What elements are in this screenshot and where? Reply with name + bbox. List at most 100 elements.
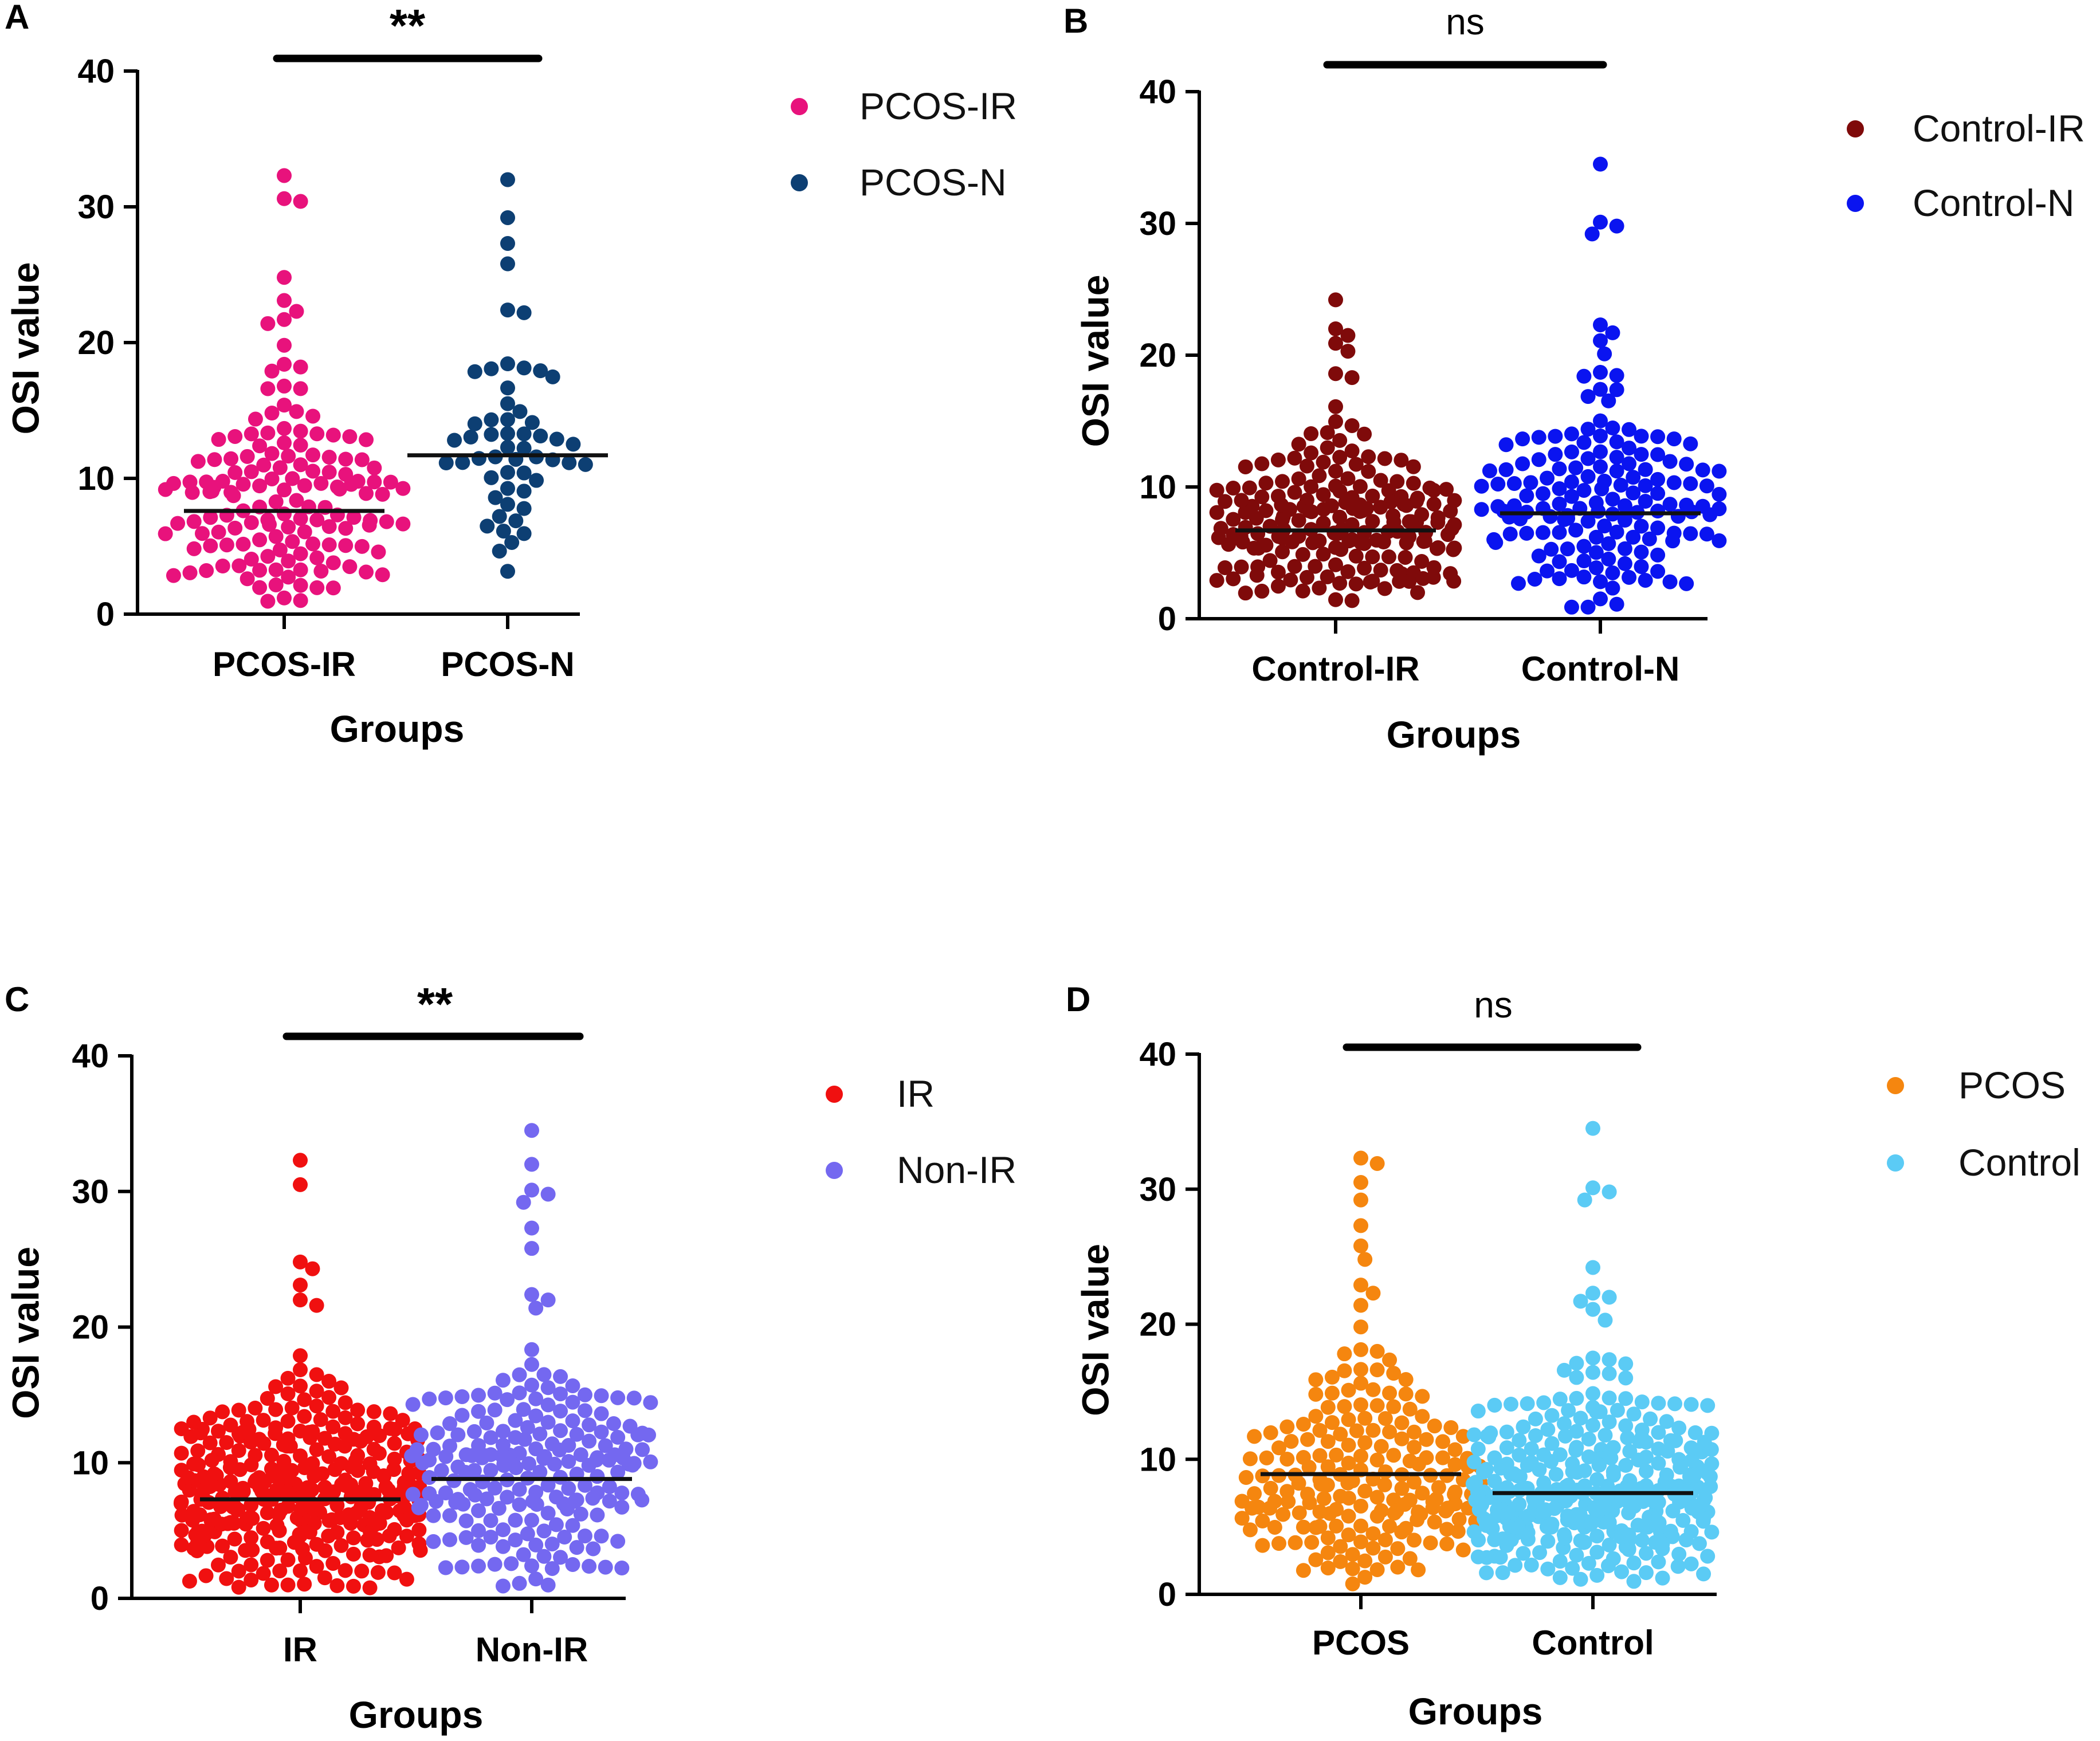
data-point [1585,1180,1600,1195]
data-point [442,1532,457,1547]
data-point [1365,1286,1380,1300]
data-point [1427,497,1442,512]
data-point [468,416,482,431]
data-point [326,580,341,595]
data-point [1585,1260,1600,1275]
data-point [484,1463,498,1477]
data-point [322,537,337,552]
data-point [1467,1427,1482,1442]
data-point [1259,1451,1274,1465]
x-axis-title: Groups [1408,1690,1543,1732]
data-point [1239,1470,1254,1485]
data-point [309,580,324,595]
legend-label: PCOS [1958,1064,2066,1106]
data-point [305,463,320,478]
data-point [517,466,532,481]
data-point [355,452,370,467]
data-point [614,1561,629,1575]
data-point [1481,1429,1496,1444]
data-point [1292,437,1306,451]
data-point [541,1415,556,1430]
data-point [277,506,292,521]
data-point [1627,1555,1642,1570]
data-point [1210,483,1224,498]
data-point [1471,1404,1486,1418]
data-point [387,1452,402,1467]
data-point [293,578,308,593]
data-point [450,1427,465,1442]
data-point [1235,1511,1250,1526]
data-point [256,1413,271,1428]
data-point [1552,571,1567,586]
data-point [553,1423,568,1438]
data-point [1499,437,1514,452]
data-point [1447,1442,1462,1457]
data-point [1704,1456,1719,1471]
y-tick-label: 30 [77,188,115,226]
data-point [500,564,515,579]
data-point [1373,500,1388,514]
data-point [610,1390,625,1405]
data-point [260,1391,275,1406]
data-point [1296,1563,1311,1578]
data-point [260,1553,275,1568]
data-point [1357,561,1372,576]
data-point [1712,501,1726,516]
data-point [1353,1175,1368,1190]
y-tick-label: 20 [77,324,115,361]
data-point [561,1481,576,1496]
data-point [193,1507,207,1522]
data-point [643,1395,658,1410]
data-point [371,1565,386,1580]
y-axis-title: OSI value [4,262,46,435]
data-point [1316,487,1331,502]
data-point [496,1539,511,1554]
data-point [1399,536,1414,551]
data-point [1471,1441,1486,1456]
data-point [1443,566,1458,581]
data-point [1610,219,1624,234]
data-point [484,427,498,442]
data-point [293,360,308,375]
data-point [426,1534,441,1549]
panel-label: B [1063,2,1088,40]
data-point [574,1447,588,1462]
data-point [1577,1193,1592,1208]
data-point [231,1403,246,1418]
data-point [1683,476,1698,491]
data-point [186,1414,201,1429]
data-point [464,430,478,445]
legend-marker [1887,1154,1904,1172]
data-point [500,481,515,496]
data-point [1395,1416,1410,1430]
data-point [1602,1290,1617,1304]
significance-label: ** [417,978,453,1029]
data-point [293,1292,308,1307]
data-point [186,1456,201,1471]
data-point [293,424,308,439]
data-point [1552,525,1567,540]
data-point [1370,1344,1385,1359]
data-point [1403,1453,1418,1468]
data-point [1610,450,1624,465]
data-point [211,432,226,447]
data-point [468,364,482,379]
data-point [277,191,292,206]
data-point [500,465,515,480]
data-point [1684,1557,1699,1571]
data-point [297,524,312,539]
data-point [1515,431,1530,446]
data-point [1238,459,1253,474]
data-point [1288,1535,1303,1550]
data-point [484,412,498,427]
data-point [1471,1487,1486,1502]
data-point [344,1459,359,1474]
data-point [1650,564,1665,579]
data-point [174,1523,189,1538]
data-point [1254,489,1269,504]
data-point [277,482,292,497]
data-point [1585,1386,1600,1401]
data-point [1536,486,1551,501]
data-point [1519,526,1534,541]
data-point [471,1388,486,1403]
